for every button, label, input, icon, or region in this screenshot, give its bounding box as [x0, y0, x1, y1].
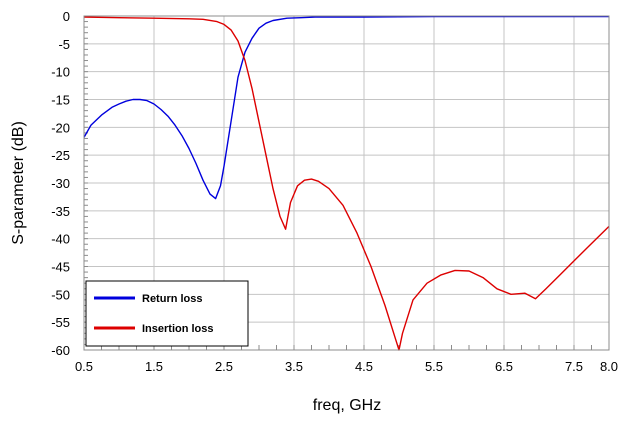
y-tick-label: 0 [63, 9, 70, 24]
y-tick-label: -15 [51, 93, 70, 108]
x-tick-label: 2.5 [215, 359, 233, 374]
x-tick-label: 1.5 [145, 359, 163, 374]
legend-box [85, 280, 249, 347]
series-line-return-loss [83, 15, 609, 200]
y-tick-label: -30 [51, 176, 70, 191]
y-tick-label: -20 [51, 120, 70, 135]
y-tick-label: -55 [51, 315, 70, 330]
x-tick-label: 8.0 [600, 359, 618, 374]
series-line-insertion-loss [83, 16, 610, 351]
legend: Return loss Insertion loss [85, 280, 249, 347]
y-axis-label: S-parameter (dB) [10, 121, 27, 245]
x-tick-label: 5.5 [425, 359, 443, 374]
x-tick-label: 6.5 [495, 359, 513, 374]
series-layer [83, 15, 610, 351]
x-tick-label: 4.5 [355, 359, 373, 374]
y-tick-label: -5 [58, 37, 70, 52]
x-tick-label: 7.5 [565, 359, 583, 374]
y-tick-labels: 0 -5 -10 -15 -20 -25 -30 -35 -40 -45 -50 -55 -60 [51, 9, 70, 358]
plot-frame [83, 15, 610, 351]
y-tick-label: -25 [51, 148, 70, 163]
y-tick-label: -35 [51, 204, 70, 219]
x-tick-label: 3.5 [285, 359, 303, 374]
y-tick-label: -45 [51, 260, 70, 275]
x-tick-label: 0.5 [75, 359, 93, 374]
x-tick-labels: 0.5 1.5 2.5 3.5 4.5 5.5 6.5 7.5 8.0 [75, 359, 618, 374]
legend-label-insertion-loss: Insertion loss [142, 323, 214, 335]
legend-label-return-loss: Return loss [142, 293, 203, 305]
x-axis-label: freq, GHz [313, 397, 381, 414]
y-tick-label: -60 [51, 343, 70, 358]
y-tick-label: -40 [51, 232, 70, 247]
y-tick-label: -10 [51, 65, 70, 80]
y-tick-label: -50 [51, 287, 70, 302]
minor-ticks [83, 15, 610, 351]
